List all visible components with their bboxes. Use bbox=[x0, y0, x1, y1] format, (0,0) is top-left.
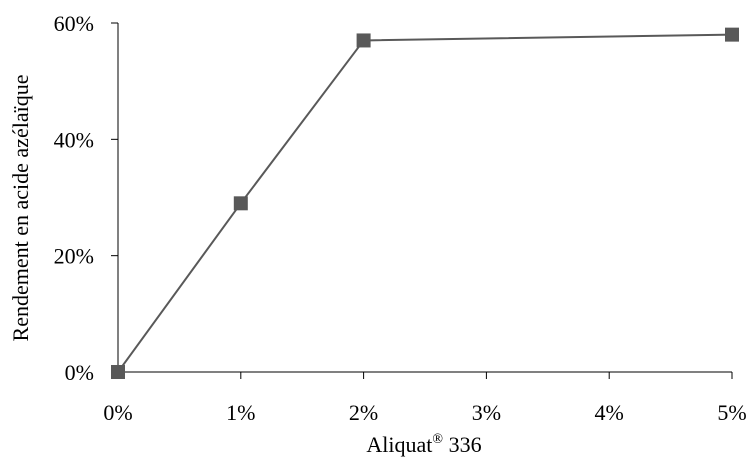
y-axis-title: Rendement en acide azélaïque bbox=[8, 75, 33, 342]
x-axis-title: Aliquat® 336 bbox=[366, 432, 481, 457]
y-tick-label: 60% bbox=[54, 11, 94, 36]
y-ticks: 0% 20% 40% 60% bbox=[54, 11, 118, 385]
data-point-marker bbox=[111, 365, 125, 379]
y-tick-label: 40% bbox=[54, 127, 94, 152]
x-tick-label: 4% bbox=[595, 400, 624, 425]
x-tick-label: 2% bbox=[349, 400, 378, 425]
y-tick-label: 0% bbox=[65, 360, 94, 385]
x-axis-title-sup: ® bbox=[432, 432, 443, 447]
data-point-marker bbox=[356, 33, 371, 48]
series-group bbox=[111, 27, 739, 379]
x-tick-label: 5% bbox=[717, 400, 746, 425]
x-axis-title-rest: 336 bbox=[443, 432, 482, 457]
x-ticks: 0% 1% 2% 3% 4% 5% bbox=[103, 372, 747, 425]
data-point-marker bbox=[725, 27, 739, 42]
axes bbox=[117, 23, 732, 373]
x-tick-label: 1% bbox=[226, 400, 255, 425]
y-tick-label: 20% bbox=[54, 244, 94, 269]
x-axis-title-main: Aliquat bbox=[366, 432, 432, 457]
series-line bbox=[117, 33, 733, 373]
data-point-marker bbox=[233, 196, 248, 211]
x-tick-label: 3% bbox=[472, 400, 501, 425]
x-tick-label: 0% bbox=[103, 400, 132, 425]
